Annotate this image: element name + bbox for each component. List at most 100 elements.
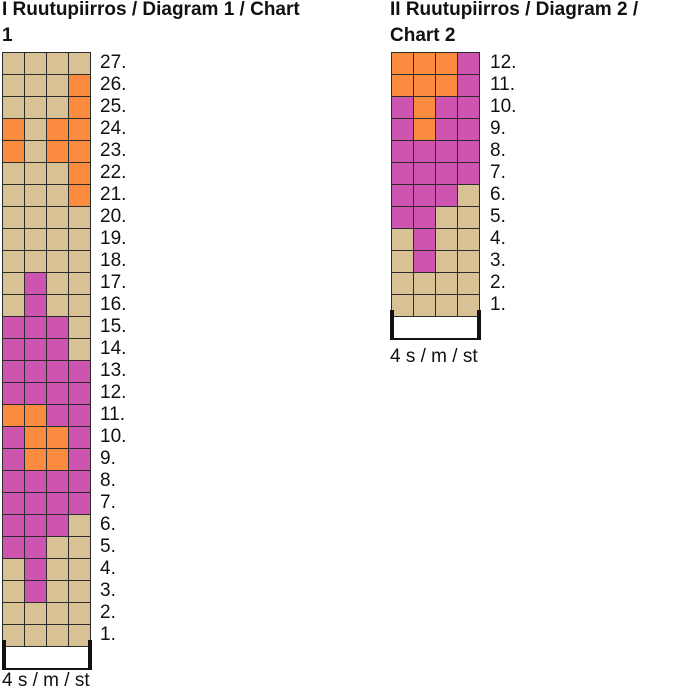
row-number-label: 2. xyxy=(100,602,116,623)
grid-cell xyxy=(3,251,25,273)
grid-cell xyxy=(69,229,91,251)
grid-cell xyxy=(25,119,47,141)
grid-cell xyxy=(25,603,47,625)
grid-cell xyxy=(3,229,25,251)
grid-cell xyxy=(458,273,480,295)
grid-cell xyxy=(69,537,91,559)
grid-cell xyxy=(47,339,69,361)
grid-cell xyxy=(25,581,47,603)
diagram-1-title: I Ruutupiirros / Diagram 1 / Chart 1 xyxy=(2,0,300,46)
grid-cell xyxy=(414,295,436,317)
row-number-label: 11. xyxy=(100,404,126,425)
grid-cell xyxy=(47,361,69,383)
grid-cell xyxy=(3,449,25,471)
grid-cell xyxy=(25,405,47,427)
grid-cell xyxy=(392,185,414,207)
row-number-label: 8. xyxy=(100,470,116,491)
grid-cell xyxy=(69,273,91,295)
grid-cell xyxy=(47,185,69,207)
grid-cell xyxy=(414,251,436,273)
row-number-label: 4. xyxy=(490,228,506,249)
grid-cell xyxy=(47,141,69,163)
grid-cell xyxy=(3,97,25,119)
diagram-1-width-bracket xyxy=(2,640,92,670)
grid-cell xyxy=(47,229,69,251)
grid-cell xyxy=(47,273,69,295)
grid-cell xyxy=(3,141,25,163)
row-number-label: 9. xyxy=(490,118,506,139)
row-number-label: 10. xyxy=(100,426,127,447)
grid-cell xyxy=(3,163,25,185)
row-number-label: 17. xyxy=(100,272,127,293)
grid-cell xyxy=(69,53,91,75)
grid-cell xyxy=(69,559,91,581)
grid-cell xyxy=(414,207,436,229)
grid-cell xyxy=(25,273,47,295)
grid-cell xyxy=(392,53,414,75)
grid-cell xyxy=(392,273,414,295)
grid-cell xyxy=(458,75,480,97)
grid-cell xyxy=(25,515,47,537)
grid-cell xyxy=(392,119,414,141)
grid-cell xyxy=(414,185,436,207)
grid-cell xyxy=(25,361,47,383)
grid-cell xyxy=(414,229,436,251)
grid-cell xyxy=(25,295,47,317)
diagram-2-width-bracket xyxy=(390,310,481,340)
grid-cell xyxy=(3,603,25,625)
row-number-label: 23. xyxy=(100,140,127,161)
grid-cell xyxy=(47,581,69,603)
grid-cell xyxy=(458,295,480,317)
grid-cell xyxy=(25,53,47,75)
grid-cell xyxy=(3,559,25,581)
grid-cell xyxy=(47,251,69,273)
grid-cell xyxy=(25,207,47,229)
grid-cell xyxy=(69,75,91,97)
grid-cell xyxy=(47,603,69,625)
grid-cell xyxy=(436,251,458,273)
grid-cell xyxy=(69,515,91,537)
grid-cell xyxy=(392,251,414,273)
row-number-label: 3. xyxy=(100,580,116,601)
grid-cell xyxy=(3,119,25,141)
grid-cell xyxy=(458,185,480,207)
grid-cell xyxy=(458,119,480,141)
grid-cell xyxy=(436,141,458,163)
grid-cell xyxy=(47,427,69,449)
grid-cell xyxy=(392,163,414,185)
grid-cell xyxy=(392,295,414,317)
grid-cell xyxy=(25,141,47,163)
row-number-label: 21. xyxy=(100,184,127,205)
grid-cell xyxy=(69,625,91,647)
row-number-label: 27. xyxy=(100,52,127,73)
row-number-label: 22. xyxy=(100,162,127,183)
grid-cell xyxy=(69,471,91,493)
grid-cell xyxy=(458,141,480,163)
grid-cell xyxy=(458,163,480,185)
grid-cell xyxy=(69,449,91,471)
grid-cell xyxy=(47,295,69,317)
row-number-label: 26. xyxy=(100,74,127,95)
grid-cell xyxy=(69,295,91,317)
grid-cell xyxy=(436,273,458,295)
row-number-label: 1. xyxy=(100,624,116,645)
row-number-label: 5. xyxy=(100,536,116,557)
grid-cell xyxy=(69,427,91,449)
grid-cell xyxy=(458,207,480,229)
grid-cell xyxy=(414,119,436,141)
grid-cell xyxy=(3,185,25,207)
grid-cell xyxy=(25,229,47,251)
grid-cell xyxy=(3,317,25,339)
row-number-label: 25. xyxy=(100,96,127,117)
grid-cell xyxy=(25,383,47,405)
grid-cell xyxy=(458,53,480,75)
grid-cell xyxy=(69,251,91,273)
grid-cell xyxy=(47,97,69,119)
grid-cell xyxy=(47,317,69,339)
row-number-label: 11. xyxy=(490,74,516,95)
grid-cell xyxy=(392,75,414,97)
grid-cell xyxy=(3,339,25,361)
row-number-label: 12. xyxy=(100,382,127,403)
diagram-1-grid xyxy=(2,52,91,647)
grid-cell xyxy=(3,273,25,295)
